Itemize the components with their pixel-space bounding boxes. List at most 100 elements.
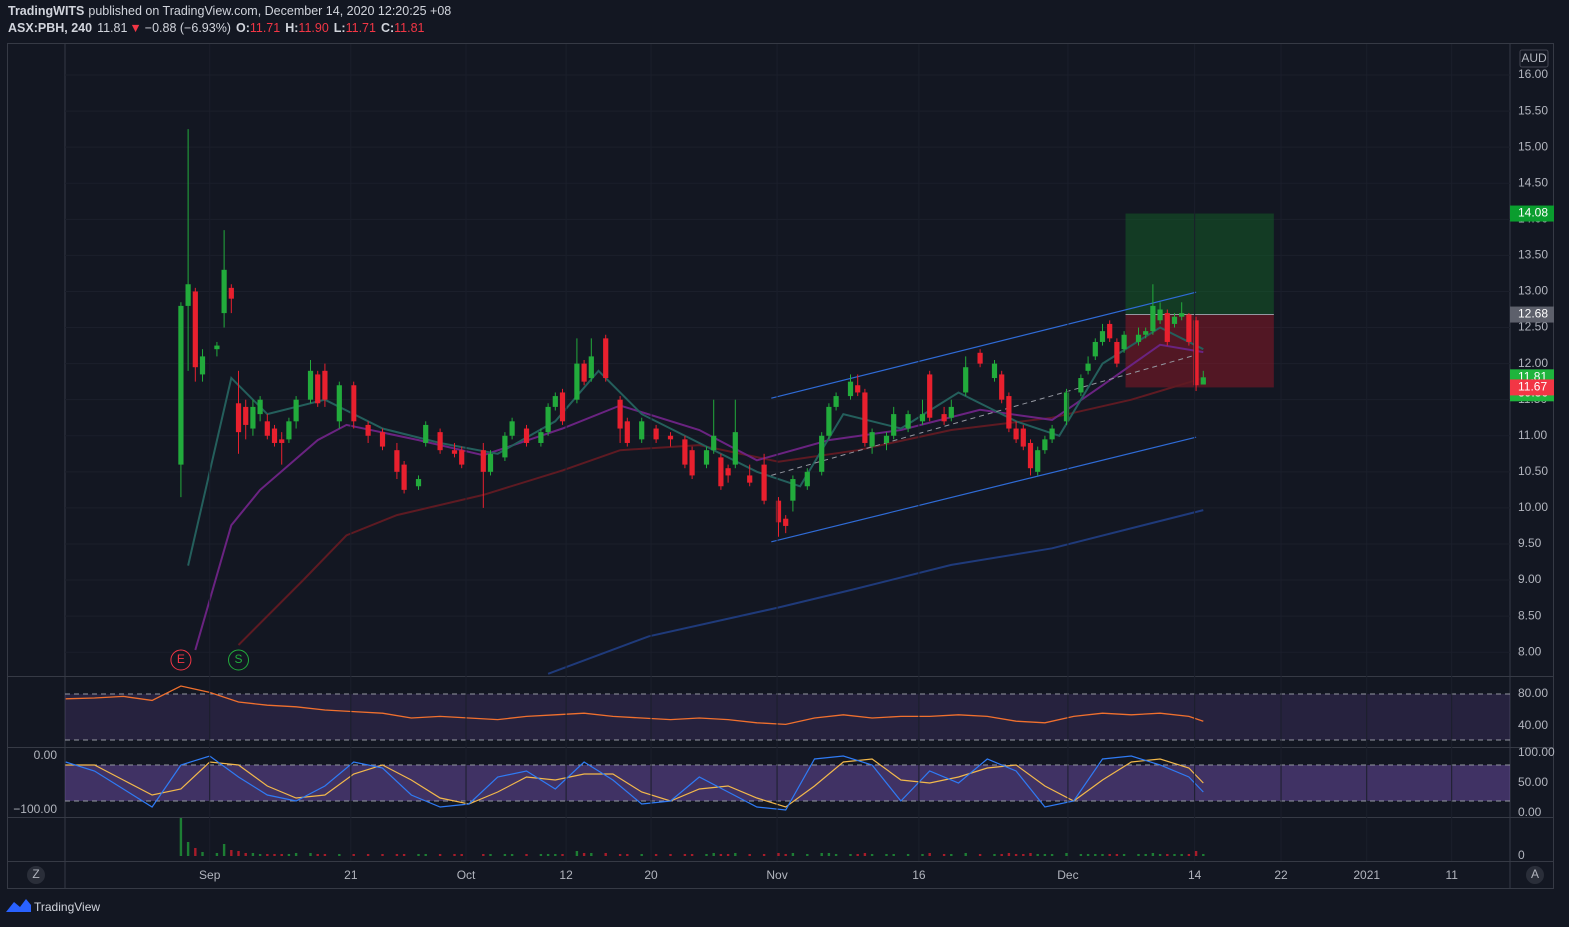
volume-bar bbox=[539, 854, 543, 856]
c-label: C: bbox=[381, 21, 394, 35]
volume-bar bbox=[266, 854, 269, 856]
candle-body bbox=[653, 428, 659, 440]
volume-bar bbox=[1065, 853, 1068, 856]
volume-bar bbox=[1144, 854, 1147, 856]
volume-bar bbox=[1086, 854, 1090, 856]
rsi-band bbox=[65, 694, 1510, 740]
high: 11.90 bbox=[298, 21, 328, 35]
volume-bar bbox=[1180, 854, 1183, 856]
volume-bar bbox=[1115, 854, 1119, 856]
frame bbox=[7, 43, 1554, 889]
candle-body bbox=[718, 457, 724, 487]
volume-bar bbox=[503, 854, 507, 856]
candle-body bbox=[1171, 316, 1178, 324]
volume-bar bbox=[712, 853, 715, 856]
rsi-tick-label: 80.00 bbox=[1518, 686, 1548, 700]
candle-body bbox=[185, 284, 191, 306]
price-badge bbox=[1510, 379, 1554, 396]
candle-body bbox=[581, 363, 587, 382]
a-label[interactable]: A bbox=[1531, 867, 1539, 881]
price-badge bbox=[1510, 205, 1554, 222]
x-tick-label: 16 bbox=[912, 868, 926, 882]
volume-bar bbox=[950, 854, 953, 856]
y-tick-label: 10.00 bbox=[1518, 500, 1548, 514]
volume-bar bbox=[525, 854, 528, 856]
y-tick-label: 12.50 bbox=[1518, 320, 1548, 334]
volume-bar bbox=[244, 853, 247, 856]
candle-body bbox=[1085, 363, 1091, 371]
price-badge-label: 11.67 bbox=[1518, 380, 1547, 394]
volume-bar bbox=[482, 854, 485, 856]
candle-body bbox=[293, 399, 299, 422]
candle-body bbox=[1035, 450, 1041, 472]
moving-average bbox=[547, 509, 1204, 675]
candle-body bbox=[401, 464, 407, 490]
volume-bar bbox=[510, 854, 514, 856]
candle-body bbox=[682, 439, 688, 465]
brand-logo bbox=[6, 899, 31, 912]
l-label: L: bbox=[334, 21, 346, 35]
volume-bar bbox=[856, 854, 859, 856]
volume-bar bbox=[1187, 854, 1191, 856]
volume-bar bbox=[669, 854, 672, 856]
candle-body bbox=[1135, 334, 1142, 342]
volume-bar bbox=[1108, 854, 1111, 856]
volume-bar bbox=[791, 853, 795, 856]
candle-body bbox=[1063, 392, 1070, 422]
candle-body bbox=[1164, 313, 1170, 342]
volume-bar bbox=[820, 853, 823, 856]
candle-body bbox=[279, 439, 285, 443]
volume-bar bbox=[784, 854, 787, 856]
candle-body bbox=[538, 432, 544, 443]
h-label: H: bbox=[285, 21, 298, 35]
volume-bar bbox=[352, 854, 355, 856]
event-label: E bbox=[177, 652, 185, 666]
y-tick-label: 10.50 bbox=[1518, 464, 1548, 478]
volume-bar bbox=[294, 853, 298, 856]
volume-bar bbox=[1194, 851, 1198, 856]
candle-body bbox=[559, 392, 566, 422]
candle-body bbox=[977, 352, 983, 364]
event-marker bbox=[170, 649, 192, 671]
candle-body bbox=[667, 435, 674, 440]
candle-body bbox=[1143, 331, 1149, 335]
change: −0.88 (−6.93%) bbox=[145, 21, 231, 35]
candle-body bbox=[1013, 428, 1019, 440]
volume-bar bbox=[1079, 854, 1083, 856]
candle-body bbox=[725, 468, 731, 476]
volume-bar bbox=[1007, 853, 1011, 856]
candle-body bbox=[919, 414, 926, 422]
stoch-tick-label: 100.00 bbox=[1518, 745, 1555, 759]
candle-body bbox=[1186, 314, 1192, 342]
brand: TradingView bbox=[34, 900, 100, 914]
volume-bar bbox=[849, 854, 852, 856]
candle-body bbox=[761, 464, 767, 501]
volume-bar bbox=[964, 853, 967, 856]
candle-body bbox=[552, 396, 558, 407]
candle-body bbox=[459, 450, 465, 465]
candle-body bbox=[1042, 439, 1048, 451]
o-label: O: bbox=[236, 21, 250, 35]
moving-average bbox=[187, 326, 1204, 566]
z-label[interactable]: Z bbox=[32, 867, 39, 881]
candle-body bbox=[703, 450, 710, 465]
publish-line: TradingWITS published on TradingView.com,… bbox=[8, 4, 451, 18]
candle-body bbox=[711, 435, 717, 451]
candle-body bbox=[1193, 320, 1199, 386]
candle-body bbox=[862, 392, 868, 443]
volume-bar bbox=[892, 854, 895, 856]
candle-body bbox=[1179, 313, 1185, 317]
volume-bar bbox=[928, 853, 931, 856]
candle-body bbox=[603, 338, 609, 379]
candle-body bbox=[689, 450, 695, 476]
candle-body bbox=[1099, 331, 1106, 342]
candle-body bbox=[502, 435, 508, 458]
candle-body bbox=[1006, 396, 1012, 429]
z-button[interactable] bbox=[27, 866, 45, 884]
a-button[interactable] bbox=[1526, 866, 1544, 884]
candle-body bbox=[487, 453, 494, 472]
volume-bar bbox=[309, 853, 312, 856]
candle-body bbox=[775, 500, 782, 523]
